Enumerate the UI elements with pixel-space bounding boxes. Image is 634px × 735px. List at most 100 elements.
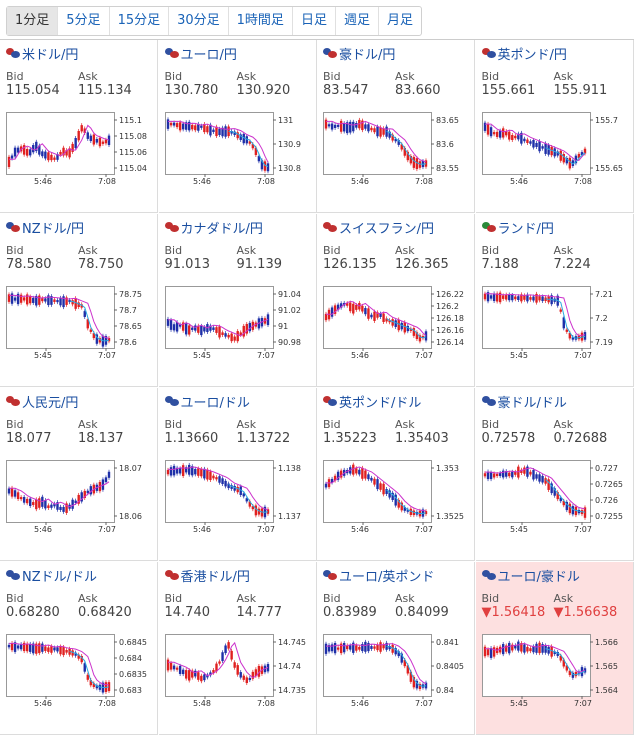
pair-card-0[interactable]: 米ドル/円 Bid Ask 115.054 115.134 115.1 115.0… [0,40,158,213]
mini-candlestick-chart[interactable]: 126.22 126.2 126.18 126.16 126.14 5:46 7:07 [323,286,473,366]
pair-card-9[interactable]: ユーロ/ドル Bid Ask 1.13660 1.13722 1.138 1.13… [158,388,317,561]
mini-candlestick-chart[interactable]: 115.1 115.08 115.06 115.04 5:46 7:08 [6,112,156,192]
y-tick-label: 126.22 [436,290,464,299]
pair-name[interactable]: 香港ドル/円 [180,569,250,585]
pair-title-link[interactable]: NZドル/ドル [6,566,98,585]
pair-name[interactable]: ランド/円 [497,221,554,237]
candle-body [242,675,245,680]
candle-body [208,325,212,331]
pair-card-5[interactable]: カナダドル/円 Bid Ask 91.013 91.139 91.04 91.02… [158,214,317,387]
candle-body [95,685,99,689]
pair-name[interactable]: ユーロ/豪ドル [497,569,580,585]
mini-candlestick-chart[interactable]: 83.65 83.6 83.55 5:46 7:08 [323,112,473,192]
candle-body [327,124,331,127]
moving-average-short-line [544,648,585,676]
pair-card-11[interactable]: 豪ドル/ドル Bid Ask 0.72578 0.72688 0.727 0.72… [475,388,634,561]
flag-icon [481,570,496,580]
mini-candlestick-chart[interactable]: 7.21 7.2 7.19 5:45 7:07 [481,286,632,366]
pair-name[interactable]: 英ポンド/円 [497,47,567,63]
mini-candlestick-chart[interactable]: 0.727 0.7265 0.726 0.7255 5:45 7:07 [481,460,632,540]
pair-name[interactable]: 人民元/円 [22,395,79,411]
pair-card-10[interactable]: 英ポンド/ドル Bid Ask 1.35223 1.35403 1.353 1.3… [317,388,475,561]
pair-name[interactable]: カナダドル/円 [180,221,263,237]
tab-0[interactable]: 1分足 [7,7,59,35]
pair-card-7[interactable]: ランド/円 Bid Ask 7.188 7.224 7.21 7.2 7.19 5:4… [475,214,634,387]
pair-title-link[interactable]: ユーロ/豪ドル [481,566,580,585]
tab-5[interactable]: 日足 [293,7,336,35]
pair-title-link[interactable]: ユーロ/英ポンド [323,566,435,585]
mini-candlestick-chart[interactable]: 14.745 14.74 14.735 5:48 7:08 [164,634,315,714]
pair-card-8[interactable]: 人民元/円 Bid Ask 18.077 18.137 18.07 18.06 5:… [0,388,158,561]
mini-candlestick-chart[interactable]: 0.6845 0.684 0.6835 0.683 5:46 7:08 [6,634,156,714]
candle-body [235,132,239,139]
candle-body [202,468,206,479]
tab-3[interactable]: 30分足 [169,7,229,35]
pair-card-3[interactable]: 英ポンド/円 Bid Ask 155.661 155.911 155.7 155.… [475,40,634,213]
candle-body [86,132,89,139]
candle-body [376,479,379,490]
pair-title-link[interactable]: スイスフラン/円 [323,218,434,237]
pair-name[interactable]: 豪ドル/ドル [497,395,567,411]
pair-name[interactable]: 米ドル/円 [22,47,79,63]
candle-body [19,497,23,500]
candle-body [361,305,364,312]
pair-name[interactable]: ユーロ/英ポンド [339,569,435,585]
pair-name[interactable]: NZドル/ドル [22,569,98,585]
pair-card-15[interactable]: ユーロ/豪ドル Bid Ask ▼1.56418 ▼1.56638 1.566 1… [475,562,634,735]
mini-candlestick-chart[interactable]: 131 130.9 130.8 5:46 7:08 [164,112,315,192]
candle-body [336,471,340,480]
pair-title-link[interactable]: カナダドル/円 [164,218,263,237]
mini-candlestick-chart[interactable]: 1.353 1.3525 5:46 7:07 [323,460,473,540]
pair-card-13[interactable]: 香港ドル/円 Bid Ask 14.740 14.777 14.745 14.74… [158,562,317,735]
pair-card-6[interactable]: スイスフラン/円 Bid Ask 126.135 126.365 126.22 1… [317,214,475,387]
candle-body [232,131,236,135]
pair-title-link[interactable]: 豪ドル/ドル [481,392,567,411]
pair-title-link[interactable]: ユーロ/円 [164,44,237,63]
candle-body [522,644,526,653]
pair-title-link[interactable]: 英ポンド/円 [481,44,567,63]
y-tick-label: 18.06 [119,512,142,521]
pair-name[interactable]: スイスフラン/円 [339,221,434,237]
candle-body [220,127,224,137]
tab-6[interactable]: 週足 [336,7,379,35]
pair-name[interactable]: NZドル/円 [22,221,85,237]
candle-body [211,327,215,330]
candle-body [349,302,352,312]
pair-card-4[interactable]: NZドル/円 Bid Ask 78.580 78.750 78.75 78.7 78… [0,214,158,387]
pair-card-1[interactable]: ユーロ/円 Bid Ask 130.780 130.920 131 130.9 13… [158,40,317,213]
pair-card-12[interactable]: NZドル/ドル Bid Ask 0.68280 0.68420 0.6845 0.… [0,562,158,735]
mini-candlestick-chart[interactable]: 78.75 78.7 78.65 78.6 5:45 7:07 [6,286,156,366]
tab-4[interactable]: 1時間足 [229,7,293,35]
pair-title-link[interactable]: 英ポンド/ドル [323,392,422,411]
candle-body [492,293,495,302]
pair-title-link[interactable]: 米ドル/円 [6,44,79,63]
mini-candlestick-chart[interactable]: 1.138 1.137 5:46 7:07 [164,460,315,540]
pair-title-link[interactable]: 香港ドル/円 [164,566,250,585]
pair-title-link[interactable]: ユーロ/ドル [164,392,250,411]
pair-name[interactable]: 豪ドル/円 [339,47,396,63]
tab-2[interactable]: 15分足 [110,7,170,35]
mini-candlestick-chart[interactable]: 0.841 0.8405 0.84 5:46 7:07 [323,634,473,714]
candle-body [504,131,507,136]
tab-7[interactable]: 月足 [386,13,413,28]
candle-body [501,470,504,478]
pair-title-link[interactable]: ランド/円 [481,218,554,237]
candle-body [339,303,343,308]
mini-candlestick-chart[interactable]: 91.04 91.02 91 90.98 5:45 7:07 [164,286,315,366]
candle-body [181,322,184,331]
candle-body [25,643,29,652]
pair-card-14[interactable]: ユーロ/英ポンド Bid Ask 0.83989 0.84099 0.841 0.… [317,562,475,735]
pair-name[interactable]: 英ポンド/ドル [339,395,422,411]
pair-name[interactable]: ユーロ/ドル [180,395,250,411]
pair-name[interactable]: ユーロ/円 [180,47,237,63]
pair-title-link[interactable]: NZドル/円 [6,218,85,237]
pair-title-link[interactable]: 豪ドル/円 [323,44,396,63]
pair-card-2[interactable]: 豪ドル/円 Bid Ask 83.547 83.660 83.65 83.6 83.… [317,40,475,213]
pair-title-link[interactable]: 人民元/円 [6,392,79,411]
mini-candlestick-chart[interactable]: 155.7 155.65 5:46 7:08 [481,112,632,192]
mini-candlestick-chart[interactable]: 18.07 18.06 5:46 7:07 [6,460,156,540]
candle-body [504,471,507,477]
tab-1[interactable]: 5分足 [58,7,110,35]
candle-body [169,122,172,126]
mini-candlestick-chart[interactable]: 1.566 1.565 1.564 5:45 7:07 [481,634,632,714]
